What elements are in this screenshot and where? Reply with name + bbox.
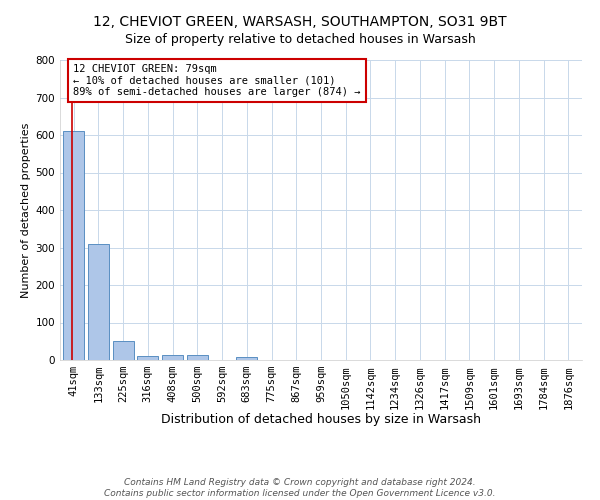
Bar bbox=[187, 355, 208, 360]
Text: 12, CHEVIOT GREEN, WARSASH, SOUTHAMPTON, SO31 9BT: 12, CHEVIOT GREEN, WARSASH, SOUTHAMPTON,… bbox=[93, 15, 507, 29]
Bar bbox=[162, 355, 183, 360]
Bar bbox=[137, 356, 158, 360]
X-axis label: Distribution of detached houses by size in Warsash: Distribution of detached houses by size … bbox=[161, 413, 481, 426]
Text: Contains HM Land Registry data © Crown copyright and database right 2024.
Contai: Contains HM Land Registry data © Crown c… bbox=[104, 478, 496, 498]
Text: 12 CHEVIOT GREEN: 79sqm
← 10% of detached houses are smaller (101)
89% of semi-d: 12 CHEVIOT GREEN: 79sqm ← 10% of detache… bbox=[73, 64, 361, 97]
Bar bbox=[63, 131, 84, 360]
Text: Size of property relative to detached houses in Warsash: Size of property relative to detached ho… bbox=[125, 32, 475, 46]
Bar bbox=[88, 244, 109, 360]
Bar bbox=[113, 341, 134, 360]
Bar bbox=[236, 358, 257, 360]
Y-axis label: Number of detached properties: Number of detached properties bbox=[22, 122, 31, 298]
